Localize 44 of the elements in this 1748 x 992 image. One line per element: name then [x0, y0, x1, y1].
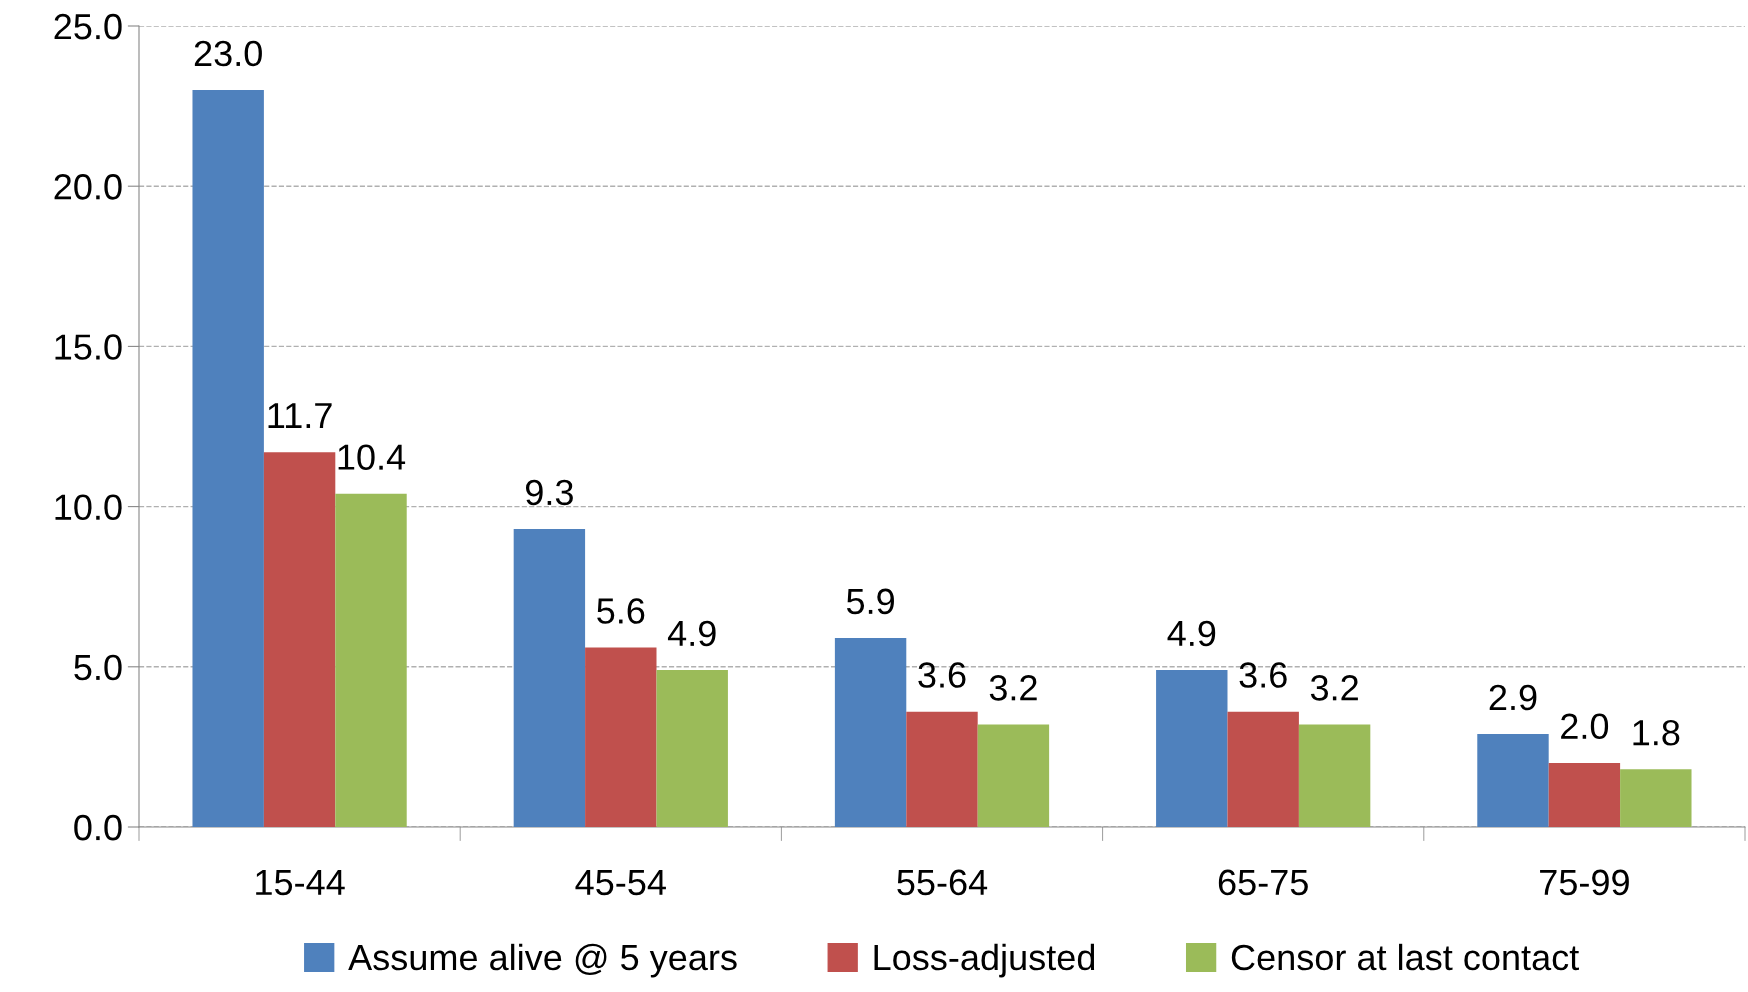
- data-label: 1.8: [1633, 719, 1680, 746]
- bar: [656, 670, 728, 827]
- legend-label: Assume alive @ 5 years: [348, 943, 737, 978]
- bar: [263, 452, 336, 827]
- bar: [906, 711, 978, 827]
- bar: [977, 724, 1050, 827]
- data-label: 9.3: [525, 479, 573, 506]
- data-label: 11.7: [268, 403, 332, 428]
- data-label: 3.2: [989, 675, 1037, 701]
- legend-label: Censor at last contact: [1231, 943, 1579, 971]
- y-tick-label: 15.0: [55, 334, 122, 360]
- bar: [1298, 724, 1371, 827]
- data-label: 4.9: [1167, 620, 1216, 647]
- bar: [834, 637, 907, 827]
- x-tick-label: 55-64: [897, 869, 988, 896]
- data-label: 10.4: [338, 444, 406, 470]
- bar: [513, 529, 586, 827]
- legend-label: Loss-adjusted: [874, 943, 1095, 978]
- data-label: 5.6: [597, 598, 645, 624]
- bar: [1620, 769, 1692, 827]
- data-label: 5.9: [846, 588, 894, 615]
- data-label: 23.0: [194, 40, 262, 67]
- bar: [192, 90, 264, 827]
- x-tick-label: 45-54: [575, 869, 666, 896]
- data-label: 2.0: [1561, 713, 1609, 740]
- bar: [1477, 734, 1549, 827]
- bar: [1156, 670, 1228, 827]
- x-tick-label: 75-99: [1540, 869, 1629, 896]
- y-tick-label: 10.0: [55, 494, 122, 521]
- data-label: 4.9: [667, 620, 716, 647]
- y-tick-label: 0.0: [74, 814, 122, 841]
- data-label: 3.6: [918, 662, 966, 688]
- data-label: 3.6: [1239, 662, 1287, 688]
- bar: [335, 493, 407, 827]
- bar: [1548, 762, 1621, 827]
- data-label: 3.2: [1310, 675, 1358, 701]
- y-tick-label: 25.0: [54, 13, 122, 40]
- y-tick-label: 5.0: [74, 654, 122, 681]
- y-tick-label: 20.0: [54, 174, 122, 200]
- bar: [1227, 711, 1299, 827]
- x-tick-label: 15-44: [256, 869, 345, 896]
- bar: [585, 647, 657, 827]
- x-tick-label: 65-75: [1218, 869, 1308, 896]
- data-label: 2.9: [1489, 684, 1537, 711]
